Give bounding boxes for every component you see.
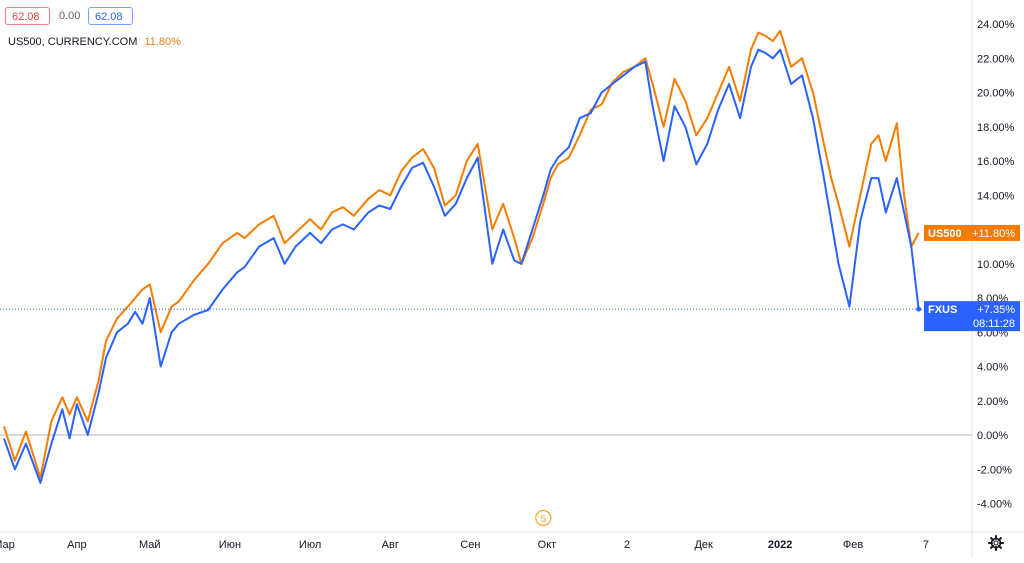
- x-tick-label-12: 7: [923, 539, 929, 551]
- us500-axis-label-bg: [924, 224, 1020, 241]
- us500-axis-label-name: US500: [928, 228, 962, 240]
- y-tick-label-4: 16.00%: [977, 156, 1015, 168]
- x-tick-label-6: Сен: [460, 539, 480, 551]
- y-tick-label-0: 24.00%: [977, 19, 1015, 31]
- session-badge-label: 5: [541, 514, 547, 525]
- y-tick-label-3: 18.00%: [977, 122, 1015, 134]
- y-tick-label-5: 14.00%: [977, 190, 1015, 202]
- fxus-last-point: [916, 306, 922, 312]
- us500-axis-label-value: +11.80%: [972, 228, 1015, 240]
- gear-icon[interactable]: [988, 535, 1004, 551]
- x-tick-label-11: Фев: [843, 539, 863, 551]
- fxus-axis-label-value: +7.35%: [977, 304, 1015, 316]
- x-tick-label-5: Авг: [382, 539, 399, 551]
- y-tick-label-11: 2.00%: [977, 396, 1008, 408]
- fxus-axis-label-time: 08:11:28: [973, 318, 1015, 330]
- y-tick-label-12: 0.00%: [977, 430, 1008, 442]
- gear-ring: [990, 537, 1002, 549]
- fxus-axis-label-bg: [924, 301, 1020, 332]
- y-tick-label-2: 20.00%: [977, 88, 1015, 100]
- legend-symbol: US500, CURRENCY.COM: [8, 36, 138, 48]
- session-badge[interactable]: [535, 509, 552, 527]
- x-tick-label-8: 2: [624, 539, 630, 551]
- x-tick-label-7: Окт: [538, 539, 557, 551]
- x-tick-label-9: Дек: [694, 539, 713, 551]
- x-tick-label-1: Апр: [67, 539, 86, 551]
- fxus-axis-label-name: FXUS: [928, 304, 957, 316]
- change-value: 0.00: [59, 10, 81, 22]
- y-tick-label-7: 10.00%: [977, 259, 1015, 271]
- gear-center: [993, 540, 999, 546]
- x-tick-label-0: Мар: [0, 539, 15, 551]
- y-tick-label-10: 4.00%: [977, 362, 1008, 374]
- open-value-box: 62.08: [5, 7, 50, 25]
- legend-value: 11.80%: [144, 36, 181, 48]
- legend-row[interactable]: US500, CURRENCY.COM 11.80%: [8, 36, 181, 48]
- x-tick-label-2: Май: [139, 539, 161, 551]
- x-tick-label-4: Июл: [299, 539, 321, 551]
- y-tick-label-14: -4.00%: [977, 499, 1012, 511]
- series-line-fxus: [3, 48, 920, 484]
- y-tick-label-1: 22.00%: [977, 53, 1015, 65]
- series-line-us500: [3, 29, 920, 479]
- y-tick-label-13: -2.00%: [977, 464, 1012, 476]
- x-tick-label-10: 2022: [768, 539, 792, 551]
- x-tick-label-3: Июн: [219, 539, 241, 551]
- close-value-box: 62.08: [88, 7, 133, 25]
